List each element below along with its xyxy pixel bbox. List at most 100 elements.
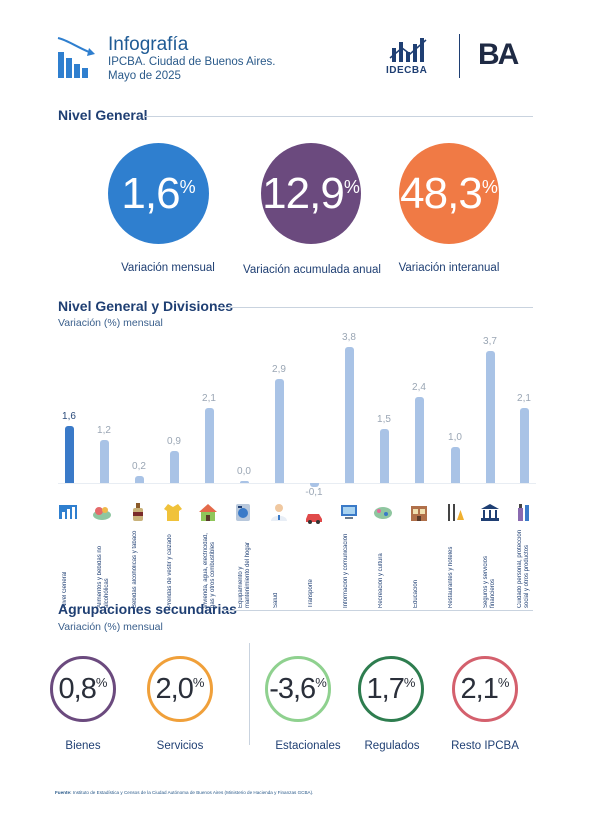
group-unit: % (192, 675, 205, 690)
group-unit: % (403, 675, 416, 690)
bar-7 (310, 483, 319, 487)
recreation-icon (374, 507, 392, 519)
restaurant-icon (448, 504, 464, 521)
bar-4 (205, 407, 214, 483)
bar-value-label-12: 3,7 (483, 335, 497, 347)
bar-value-label-5: 0,0 (237, 466, 251, 477)
bar-value-label-2: 0,2 (132, 460, 146, 472)
bar-value-label-4: 2,1 (202, 392, 216, 404)
indicator-unit: % (343, 177, 360, 197)
footer-label: Fuente: (55, 790, 72, 795)
category-label-4: Vivienda, agua, electricidad, gas y otro… (203, 533, 216, 608)
group-ring-1: 2,0% (147, 656, 213, 722)
bar-2 (135, 475, 144, 483)
indicator-unit: % (481, 177, 498, 197)
section-title-agrupaciones: Agrupaciones secundarias (58, 601, 237, 617)
category-label-13: Cuidado personal, protección social y ot… (517, 529, 530, 608)
category-label-10: Educación (413, 579, 419, 608)
group-label: Servicios (156, 740, 204, 752)
category-label-8: Información y comunicación (343, 533, 349, 608)
bar-6 (275, 379, 284, 483)
category-label-7: Transporte (308, 579, 314, 608)
group-value: 2,0 (155, 672, 194, 705)
category-label-0: Nivel General (62, 571, 68, 608)
car-icon (306, 514, 322, 524)
bar-value-label-10: 2,4 (412, 382, 426, 394)
group-value: 0,8 (58, 672, 97, 705)
bar-value-label-13: 2,1 (517, 392, 531, 404)
nivel-general-icon (59, 505, 77, 519)
bar-value-label-9: 1,5 (377, 414, 391, 426)
group-label: Bienes (65, 740, 101, 752)
indicator-label: Variación acumulada anual (243, 264, 381, 276)
computer-icon (341, 505, 357, 519)
group-unit: % (315, 675, 327, 690)
bar-5 (240, 481, 249, 483)
group-value: -3,6 (269, 672, 316, 705)
section-subtitle: Variación (%) mensual (58, 621, 163, 633)
bar-11 (451, 447, 460, 483)
header-divider (459, 34, 460, 78)
group-ring-2: -3,6% (265, 656, 331, 722)
indicator-value: 12,9 (262, 168, 345, 218)
group-value: 1,7 (366, 672, 405, 705)
group-label: Estacionales (275, 740, 341, 752)
category-label-6: Salud (273, 592, 279, 608)
bar-9 (380, 429, 389, 483)
bar-8 (345, 346, 354, 483)
group-divider (249, 643, 250, 745)
category-label-2: Bebidas alcohólicas y tabaco (132, 530, 138, 608)
footer-text: Instituto de Estadística y Censos de la … (72, 790, 314, 795)
page-date: Mayo de 2025 (108, 70, 181, 82)
bar-value-label-11: 1,0 (448, 432, 462, 444)
bar-12 (486, 350, 495, 483)
doctor-icon (271, 504, 287, 521)
school-icon (411, 506, 427, 521)
group-ring-3: 1,7% (358, 656, 424, 722)
bar-value-label-3: 0,9 (167, 435, 181, 447)
clothing-icon (164, 504, 182, 521)
group-label: Resto IPCBA (451, 740, 519, 752)
bar-value-label-1: 1,2 (97, 425, 111, 437)
indicator-value: 48,3 (400, 168, 483, 218)
category-label-11: Restaurantes y hoteles (448, 546, 454, 608)
bar-3 (170, 450, 179, 483)
indicator-circle-acumulada: 12,9% (261, 143, 361, 244)
personal-care-icon (518, 504, 529, 521)
indicator-circle-mensual: 1,6% (108, 143, 209, 244)
bar-value-label-6: 2,9 (272, 364, 286, 376)
chart-logo-icon (57, 37, 95, 78)
house-icon (199, 504, 217, 521)
bar-1 (100, 440, 109, 483)
category-label-5: Equipamiento y mantenimiento del hogar (238, 541, 251, 608)
indicator-label: Variación interanual (398, 262, 500, 274)
bar-value-label-0: 1,6 (62, 410, 76, 422)
section-title-divisiones: Nivel General y Divisiones (58, 298, 234, 314)
group-label: Regulados (364, 740, 420, 752)
section-divider (145, 116, 533, 117)
group-value: 2,1 (460, 672, 499, 705)
section-divider (222, 610, 533, 611)
section-divider (218, 307, 533, 308)
idecba-logo-text: IDECBA (386, 65, 428, 76)
bar-0 (65, 425, 74, 483)
category-label-1: Alimentos y bebidas no alcohólicas (97, 545, 110, 608)
page-title: Infografía (108, 34, 189, 55)
indicator-label: Variación mensual (121, 262, 215, 274)
category-label-12: Seguros y servicios financieros (483, 555, 496, 608)
section-subtitle: Variación (%) mensual (58, 317, 163, 329)
bar-value-label-7: -0,1 (305, 487, 323, 498)
chart-baseline (58, 483, 536, 484)
footer-source: Fuente: Instituto de Estadística y Censo… (55, 790, 555, 795)
group-unit: % (95, 675, 108, 690)
bar-13 (520, 407, 529, 483)
group-ring-4: 2,1% (452, 656, 518, 722)
indicator-unit: % (179, 177, 196, 197)
idecba-logo-icon (389, 38, 427, 62)
bar-10 (415, 397, 424, 483)
indicator-value: 1,6 (121, 168, 180, 218)
ba-logo: BA (478, 38, 519, 71)
food-icon (93, 507, 111, 520)
appliance-icon (236, 504, 250, 521)
